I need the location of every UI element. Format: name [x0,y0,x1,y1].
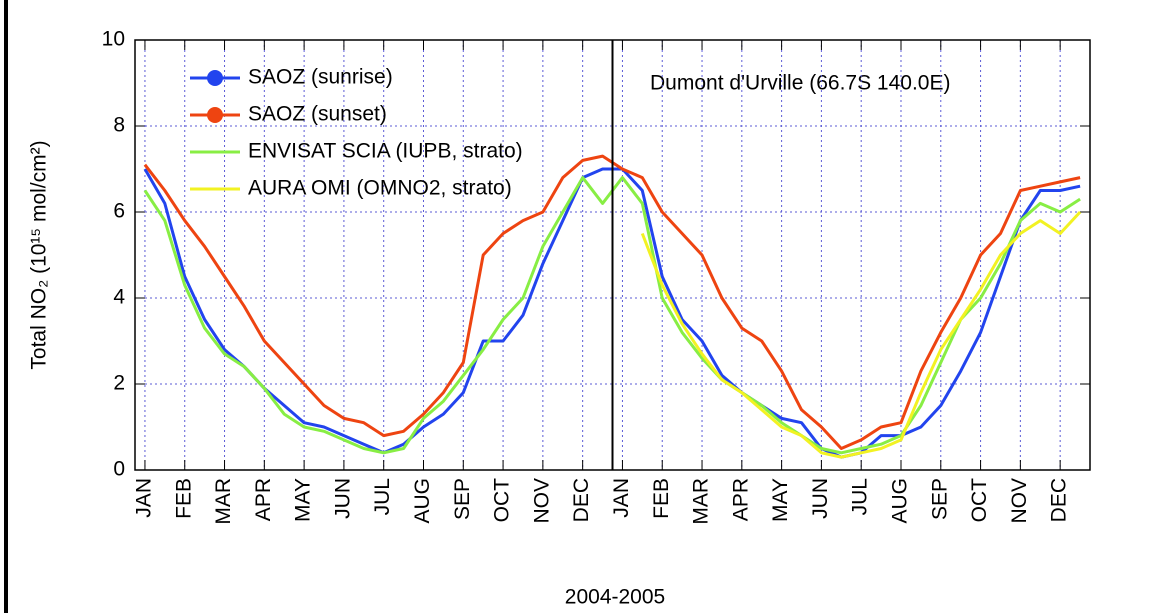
x-tick-label: APR [252,478,275,521]
y-tick-label: 0 [113,458,125,481]
x-tick-label: NOV [530,478,553,524]
y-tick-label: 10 [102,28,125,51]
legend-label: SAOZ (sunset) [248,103,387,126]
x-tick-label: SEP [451,478,474,520]
x-tick-label: MAR [212,478,235,525]
legend-label: ENVISAT SCIA (IUPB, strato) [248,140,523,163]
x-tick-label: JUL [849,478,872,515]
legend-label: AURA OMI (OMNO2, strato) [248,177,512,200]
x-tick-label: MAY [769,478,792,522]
x-tick-label: AUG [889,478,912,524]
annotation: Dumont d'Urville (66.7S 140.0E) [650,72,950,95]
x-tick-label: DEC [1048,478,1071,522]
y-axis-label: Total NO₂ (10¹⁵ mol/cm²) [28,140,51,369]
plot-frame [134,39,1091,471]
left-border [4,0,8,613]
legend-label: SAOZ (sunrise) [248,66,393,89]
x-tick-label: JUN [809,478,832,519]
legend-marker [207,107,223,123]
x-tick-label: JUL [371,478,394,515]
legend-marker [207,70,223,86]
x-tick-label: NOV [1008,478,1031,524]
x-tick-label: JUN [331,478,354,519]
y-tick-label: 6 [113,200,125,223]
x-tick-label: JAN [132,478,155,518]
x-tick-label: DEC [570,478,593,522]
x-tick-label: APR [729,478,752,521]
x-tick-label: MAR [690,478,713,525]
y-tick-label: 2 [113,372,125,395]
x-axis-label: 2004-2005 [565,586,665,609]
x-tick-label: OCT [968,478,991,523]
x-tick-label: MAY [292,478,315,522]
y-tick-label: 8 [113,114,125,137]
x-tick-label: AUG [411,478,434,524]
series-line [640,210,1082,459]
x-tick-label: JAN [610,478,633,518]
x-tick-label: FEB [650,478,673,519]
x-tick-label: SEP [928,478,951,520]
y-tick-label: 4 [113,286,125,309]
x-tick-label: OCT [491,478,514,523]
x-tick-label: FEB [172,478,195,519]
